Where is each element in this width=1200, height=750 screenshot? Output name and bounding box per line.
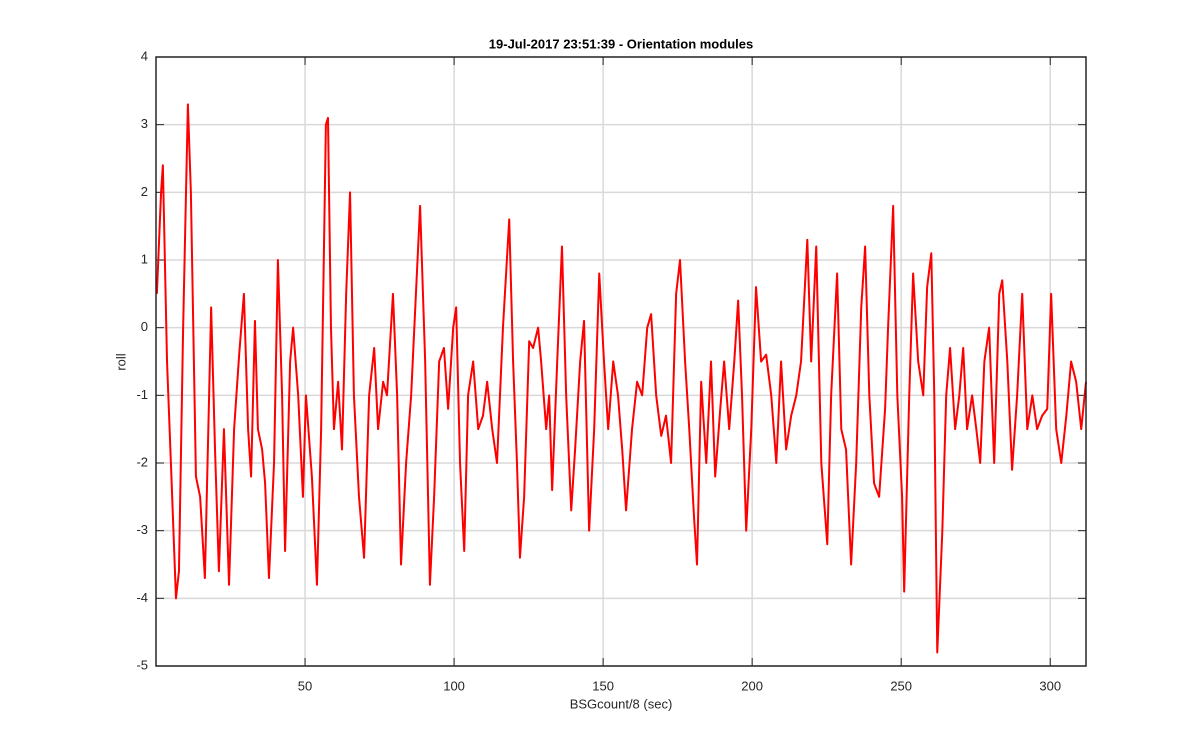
y-tick-label: 2: [141, 184, 148, 199]
y-tick-label: -1: [136, 387, 148, 402]
y-tick-label: 3: [141, 116, 148, 131]
y-tick-label: -5: [136, 657, 148, 672]
y-tick-label: 1: [141, 251, 148, 266]
data-line: [155, 103, 1087, 654]
axes-box: [155, 56, 1087, 667]
x-tick-label: 250: [890, 678, 912, 693]
y-tick-label: -4: [136, 590, 148, 605]
y-axis-label: roll: [113, 353, 128, 370]
x-tick-label: 200: [741, 678, 763, 693]
y-tick-label: 4: [141, 48, 148, 63]
y-tick-label: -2: [136, 454, 148, 469]
x-axis-label: BSGcount/8 (sec): [570, 696, 673, 711]
x-tick-label: 150: [592, 678, 614, 693]
y-tick-label: -3: [136, 522, 148, 537]
x-tick-label: 100: [443, 678, 465, 693]
chart-title: 19-Jul-2017 23:51:39 - Orientation modul…: [489, 36, 753, 51]
x-tick-label: 50: [298, 678, 312, 693]
x-tick-label: 300: [1039, 678, 1061, 693]
y-tick-label: 0: [141, 319, 148, 334]
